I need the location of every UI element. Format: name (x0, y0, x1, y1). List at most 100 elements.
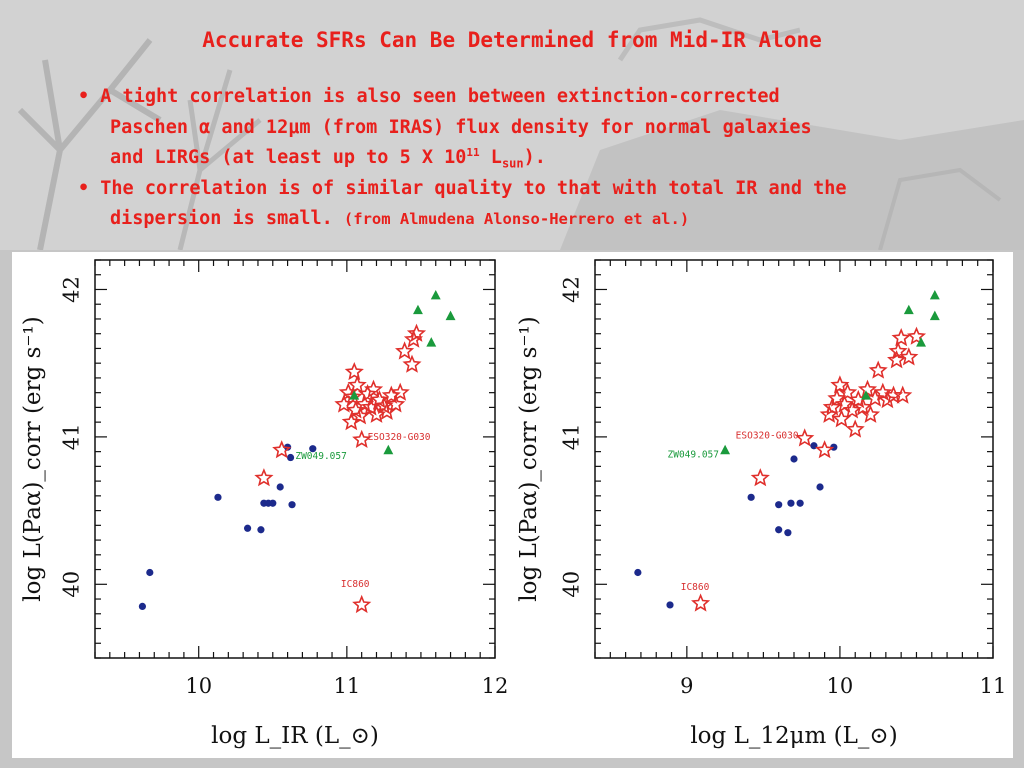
y-axis-title: log L(Paα)_corr (erg s⁻¹) (20, 316, 46, 601)
bullet1-subscript: sun (501, 156, 524, 171)
data-point-circle (138, 602, 147, 611)
bullet1-line3-suffix: ). (523, 147, 546, 168)
point-annotation: ESO320-G030 (368, 432, 431, 443)
bullet2-line2: dispersion is small. (110, 208, 333, 229)
data-point-triangle (430, 289, 441, 300)
point-annotation: ESO320-G030 (736, 430, 799, 441)
citation-note: (from Almudena Alonso-Herrero et al.) (343, 210, 690, 228)
data-point-star (386, 394, 406, 413)
data-point-star (795, 428, 815, 447)
data-point-circle (816, 483, 824, 491)
chart-panel-ir: 10 11 12 40 41 42 log L_IR (L_⊙) log L(Paα)_cor… (12, 252, 517, 758)
data-point-star (887, 350, 907, 369)
bullet-item-dispersion: • The correlation is of similar quality … (64, 174, 984, 235)
x-tick-label: 10 (185, 674, 212, 698)
data-point-star (845, 419, 865, 438)
plot-frame (94, 259, 496, 659)
data-point-star (358, 383, 378, 403)
data-point-star (822, 397, 842, 416)
y-tick-label: 40 (60, 571, 84, 598)
x-tick-label: 11 (980, 674, 1007, 698)
data-point-circle (775, 526, 783, 534)
data-point-star (254, 468, 274, 487)
x-tick-label: 9 (680, 674, 693, 698)
data-point-circle (214, 493, 222, 501)
y-tick-label: 42 (560, 276, 584, 303)
data-point-triangle (916, 337, 927, 347)
data-point-triangle (929, 289, 940, 300)
point-annotation: IC860 (341, 579, 370, 590)
data-point-circle (790, 455, 798, 463)
data-point-star (860, 404, 881, 423)
data-point-star (691, 593, 711, 612)
data-point-circle (787, 499, 795, 507)
data-point-star (906, 326, 927, 345)
data-point-star (406, 323, 427, 342)
bullet-item-correlation: • A tight correlation is also seen betwe… (64, 82, 984, 174)
bullet2-line1: The correlation is of similar quality to… (100, 177, 847, 199)
x-axis-title: log L_IR (L_⊙) (211, 723, 379, 749)
point-annotation: IC860 (681, 582, 710, 593)
data-point-star (873, 382, 893, 401)
data-point-circle (666, 601, 674, 609)
data-point-circle (747, 493, 755, 501)
data-point-star (893, 385, 913, 404)
data-point-circle (309, 445, 317, 453)
data-point-triangle (903, 304, 914, 315)
data-point-triangle (929, 310, 940, 321)
data-point-star (402, 354, 422, 373)
y-tick-label: 41 (560, 424, 584, 451)
data-point-star (352, 594, 372, 614)
data-point-triangle (426, 337, 437, 347)
chart-panel-12um: 9 10 11 40 41 42 log L_12μm (L_⊙) log L(Paα)_co… (508, 252, 1013, 758)
data-point-circle (257, 526, 265, 534)
data-point-circle (775, 501, 783, 509)
data-point-star (343, 386, 363, 406)
data-point-circle (243, 524, 252, 532)
bullet1-line3-mid: L (479, 147, 502, 168)
bullet-marker: • (78, 86, 90, 107)
bullet1-line2: Paschen α and 12μm (from IRAS) flux dens… (110, 116, 812, 138)
data-point-triangle (383, 444, 394, 455)
x-axis-title: log L_12μm (L_⊙) (690, 723, 897, 749)
bullet1-line3-prefix: and LIRGs (at least up to 5 X 10 (110, 147, 467, 168)
data-point-circle (796, 499, 804, 507)
data-point-star (347, 375, 367, 394)
data-point-circle (269, 499, 277, 507)
data-point-triangle (349, 390, 360, 400)
point-annotation: ZW049.057 (668, 450, 719, 461)
y-axis-title: log L(Paα)_corr (erg s⁻¹) (516, 316, 542, 601)
scatter-plot-ir: 10 11 12 40 41 42 log L_IR (L_⊙) log L(Paα)_cor… (20, 259, 509, 749)
data-point-star (381, 385, 401, 404)
data-point-star (395, 341, 415, 360)
data-point-circle (784, 529, 792, 537)
data-point-star (877, 389, 897, 409)
data-point-star (868, 360, 888, 379)
data-point-star (344, 361, 364, 381)
data-point-star (853, 397, 873, 416)
data-point-star (363, 379, 384, 398)
data-point-circle (276, 483, 284, 491)
x-tick-label: 12 (482, 674, 509, 698)
data-point-star (390, 382, 410, 401)
data-point-star (403, 329, 424, 348)
data-point-circle (146, 568, 154, 577)
data-point-triangle (860, 390, 871, 400)
y-tick-label: 41 (60, 424, 84, 451)
data-point-star (272, 440, 292, 459)
data-point-star (899, 347, 919, 366)
data-point-star (750, 468, 770, 487)
scatter-plot-12um: 9 10 11 40 41 42 log L_12μm (L_⊙) log L(Paα)_co… (516, 259, 1007, 749)
data-point-star (830, 375, 850, 394)
point-annotation: ZW049.057 (295, 451, 346, 462)
bullet1-line1: A tight correlation is also seen between… (100, 86, 780, 107)
bullet1-exponent: 11 (466, 145, 480, 159)
data-point-triangle (445, 310, 456, 321)
data-point-star (352, 429, 372, 449)
x-tick-label: 11 (333, 674, 360, 698)
data-point-circle (286, 453, 295, 462)
data-point-star (838, 382, 858, 401)
data-point-triangle (720, 444, 731, 455)
y-tick-label: 42 (60, 276, 84, 303)
data-point-star (815, 440, 835, 459)
